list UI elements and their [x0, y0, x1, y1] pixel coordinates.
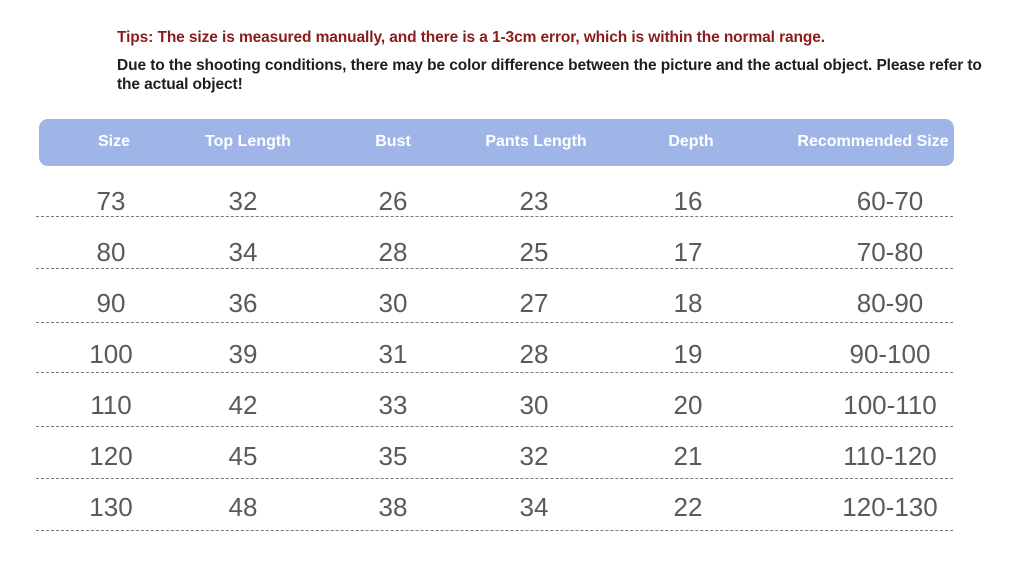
cell-size: 110: [90, 390, 132, 420]
color-difference-note: Due to the shooting conditions, there ma…: [117, 57, 982, 93]
cell-depth: 22: [673, 492, 703, 522]
row-divider: [36, 372, 953, 373]
tips-text: Tips: The size is measured manually, and…: [117, 29, 826, 46]
cell-pants-length: 23: [519, 186, 549, 216]
cell-top-length: 42: [228, 390, 258, 420]
cell-pants-length: 32: [519, 441, 549, 471]
cell-size: 90: [96, 288, 126, 318]
table-row: 80 34 28 25 17 70-80: [0, 237, 1024, 277]
cell-pants-length: 27: [519, 288, 549, 318]
cell-depth: 21: [673, 441, 703, 471]
table-row: 110 42 33 30 20 100-110: [0, 390, 1024, 430]
cell-depth: 19: [673, 339, 703, 369]
cell-top-length: 36: [228, 288, 258, 318]
table-row: 100 39 31 28 19 90-100: [0, 339, 1024, 379]
row-divider: [36, 530, 953, 531]
cell-recommended-size: 80-90: [856, 288, 924, 318]
row-divider: [36, 216, 953, 217]
cell-recommended-size: 110-120: [843, 441, 937, 471]
table-row: 73 32 26 23 16 60-70: [0, 186, 1024, 226]
cell-bust: 38: [378, 492, 408, 522]
header-size: Size: [97, 133, 131, 150]
cell-size: 100: [89, 339, 133, 369]
row-divider: [36, 268, 953, 269]
cell-depth: 18: [673, 288, 703, 318]
cell-bust: 28: [378, 237, 408, 267]
size-table-header: Size Top Length Bust Pants Length Depth …: [39, 119, 954, 166]
cell-bust: 30: [378, 288, 408, 318]
cell-top-length: 34: [228, 237, 258, 267]
cell-top-length: 45: [228, 441, 258, 471]
header-top-length: Top Length: [205, 133, 291, 150]
row-divider: [36, 322, 953, 323]
row-divider: [36, 478, 953, 479]
row-divider: [36, 426, 953, 427]
table-row: 90 36 30 27 18 80-90: [0, 288, 1024, 328]
cell-top-length: 39: [228, 339, 258, 369]
cell-recommended-size: 120-130: [842, 492, 938, 522]
cell-bust: 33: [378, 390, 408, 420]
cell-pants-length: 30: [519, 390, 549, 420]
cell-recommended-size: 100-110: [843, 390, 937, 420]
cell-size: 130: [89, 492, 133, 522]
cell-depth: 17: [673, 237, 703, 267]
cell-bust: 35: [378, 441, 408, 471]
cell-depth: 20: [673, 390, 703, 420]
cell-bust: 26: [378, 186, 408, 216]
header-bust: Bust: [375, 133, 411, 150]
header-depth: Depth: [668, 133, 714, 150]
cell-size: 120: [89, 441, 133, 471]
cell-recommended-size: 70-80: [856, 237, 924, 267]
cell-pants-length: 28: [519, 339, 549, 369]
cell-bust: 31: [378, 339, 408, 369]
cell-size: 80: [96, 237, 126, 267]
cell-pants-length: 25: [519, 237, 549, 267]
cell-top-length: 32: [228, 186, 258, 216]
table-row: 130 48 38 34 22 120-130: [0, 492, 1024, 532]
cell-recommended-size: 90-100: [849, 339, 931, 369]
cell-recommended-size: 60-70: [856, 186, 924, 216]
cell-size: 73: [96, 186, 126, 216]
cell-depth: 16: [673, 186, 703, 216]
cell-top-length: 48: [228, 492, 258, 522]
cell-pants-length: 34: [519, 492, 549, 522]
header-pants-length: Pants Length: [485, 133, 587, 150]
table-row: 120 45 35 32 21 110-120: [0, 441, 1024, 481]
header-recommended-size: Recommended Size: [797, 133, 949, 150]
